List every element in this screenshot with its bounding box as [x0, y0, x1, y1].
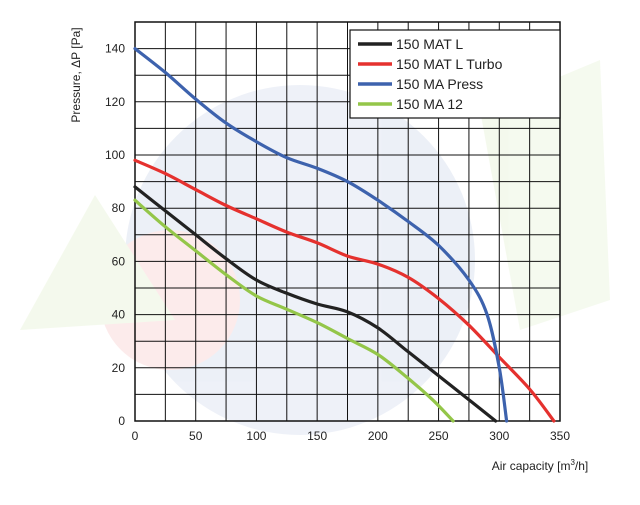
y-tick-label: 40 — [112, 308, 126, 322]
series-line-150-ma-press — [133, 47, 509, 423]
x-axis-label-superscript: 3 — [570, 458, 575, 467]
x-tick-label: 350 — [550, 429, 570, 443]
y-tick-label: 100 — [105, 148, 125, 162]
x-tick-label: 200 — [368, 429, 388, 443]
x-tick-label: 100 — [246, 429, 266, 443]
y-tick-label: 0 — [118, 414, 125, 428]
y-tick-label: 140 — [105, 42, 125, 56]
x-tick-label: 300 — [489, 429, 509, 443]
x-axis-label-suffix: /h] — [575, 459, 588, 473]
plot-frame — [134, 21, 561, 422]
y-tick-label: 20 — [112, 361, 126, 375]
x-axis-label: Air capacity [m3/h] — [492, 458, 588, 473]
series-line-150-mat-l-turbo — [133, 158, 556, 423]
legend-label-150-ma-press: 150 MA Press — [396, 76, 483, 92]
legend-label-150-ma-12: 150 MA 12 — [396, 96, 463, 112]
x-tick-label: 150 — [307, 429, 327, 443]
legend: 150 MAT L 150 MAT L Turbo 150 MA Press 150 … — [349, 29, 561, 119]
legend-label-150-mat-l: 150 MAT L — [396, 36, 463, 52]
series-line-150-ma-12 — [133, 198, 455, 423]
y-tick-label: 80 — [112, 201, 126, 215]
y-axis-label: Pressure, ΔP [Pa] — [69, 27, 83, 122]
x-axis-label-main: Air capacity [m — [492, 459, 571, 473]
y-tick-label: 120 — [105, 95, 125, 109]
series-line-150-mat-l — [133, 185, 498, 423]
y-tick-label: 60 — [112, 254, 126, 268]
x-tick-label: 0 — [132, 429, 139, 443]
tick-labels: 0 50 100 150 200 250 300 350 0 20 40 60 80 100 120 140 — [105, 42, 570, 443]
x-tick-label: 50 — [189, 429, 203, 443]
x-tick-label: 250 — [429, 429, 449, 443]
legend-label-150-mat-l-turbo: 150 MAT L Turbo — [396, 56, 503, 72]
series-lines — [133, 47, 556, 423]
